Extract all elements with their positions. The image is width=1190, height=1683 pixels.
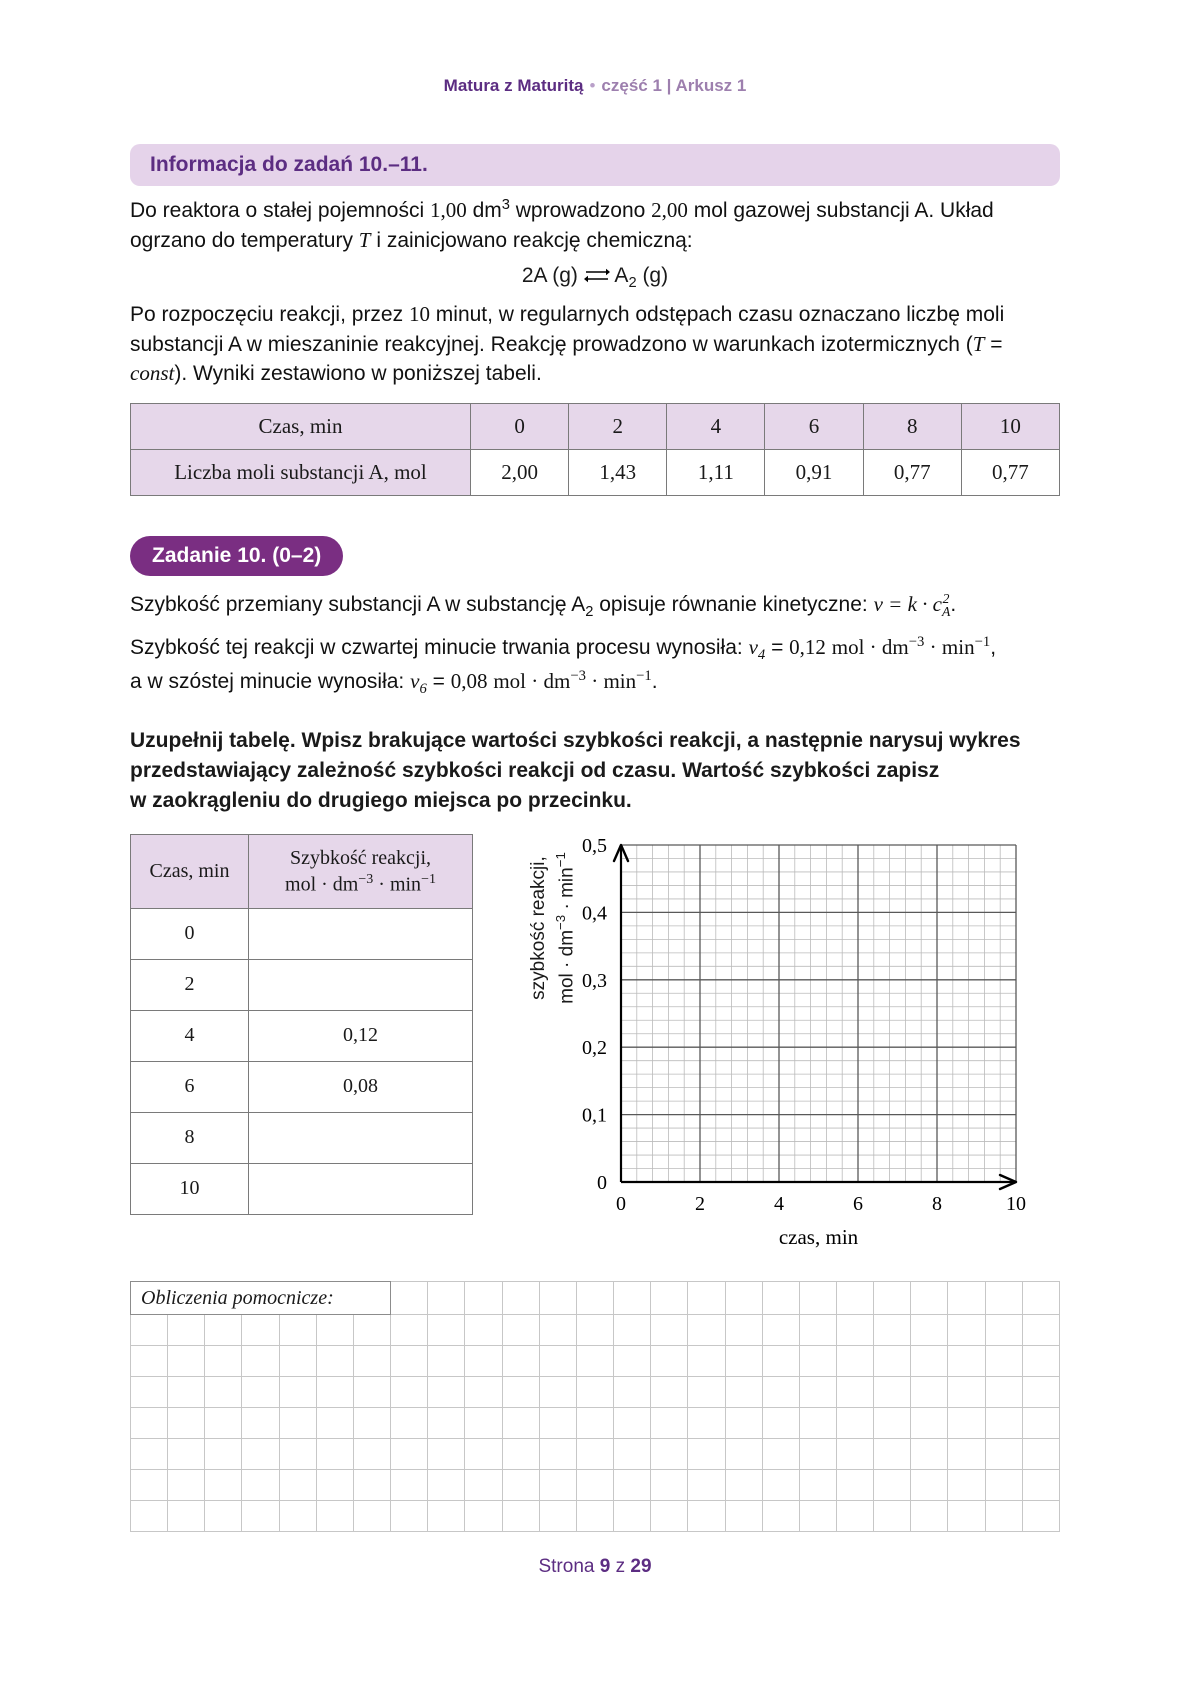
svg-text:10: 10 bbox=[1006, 1193, 1026, 1215]
svg-text:2: 2 bbox=[695, 1193, 705, 1215]
svg-text:0,3: 0,3 bbox=[582, 970, 607, 992]
svg-text:czas, min: czas, min bbox=[779, 1225, 859, 1249]
svg-text:0,2: 0,2 bbox=[582, 1037, 607, 1059]
svg-text:8: 8 bbox=[932, 1193, 942, 1215]
svg-text:6: 6 bbox=[853, 1193, 863, 1215]
svg-text:4: 4 bbox=[774, 1193, 784, 1215]
svg-text:0,4: 0,4 bbox=[582, 902, 607, 924]
svg-text:0,1: 0,1 bbox=[582, 1105, 607, 1127]
svg-text:0: 0 bbox=[616, 1193, 626, 1215]
svg-text:0,5: 0,5 bbox=[582, 835, 607, 857]
svg-text:0: 0 bbox=[597, 1172, 607, 1194]
